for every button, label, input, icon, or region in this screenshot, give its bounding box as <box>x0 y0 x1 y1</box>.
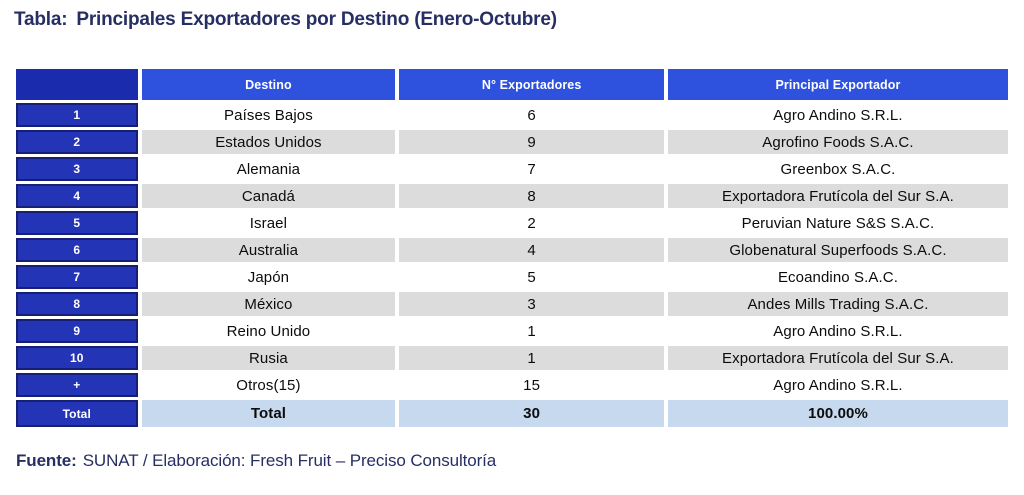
exportadores-cell: 5 <box>399 265 664 289</box>
principal-cell: Peruvian Nature S&S S.A.C. <box>667 211 1008 235</box>
exportadores-cell: 15 <box>399 373 664 397</box>
table-row: 1 Países Bajos 6 Agro Andino S.R.L. <box>16 103 1008 127</box>
destino-cell: México <box>141 292 396 316</box>
rank-cell: 3 <box>16 157 138 181</box>
table-row: 5 Israel 2 Peruvian Nature S&S S.A.C. <box>16 211 1008 235</box>
header-cell-exportadores: N° Exportadores <box>399 69 664 100</box>
destino-cell: Rusia <box>141 346 396 370</box>
table-row: 3 Alemania 7 Greenbox S.A.C. <box>16 157 1008 181</box>
page: Tabla: Principales Exportadores por Desti… <box>12 8 1012 471</box>
principal-cell: Exportadora Frutícola del Sur S.A. <box>667 346 1008 370</box>
rank-cell: 1 <box>16 103 138 127</box>
exportadores-cell: 3 <box>399 292 664 316</box>
exportadores-cell: 4 <box>399 238 664 262</box>
total-row: Total Total 30 100.00% <box>16 400 1008 427</box>
principal-cell: Ecoandino S.A.C. <box>667 265 1008 289</box>
principal-cell: Globenatural Superfoods S.A.C. <box>667 238 1008 262</box>
rank-cell: + <box>16 373 138 397</box>
source-text: SUNAT / Elaboración: Fresh Fruit – Preci… <box>82 451 497 470</box>
destino-cell: Canadá <box>141 184 396 208</box>
destino-cell: Estados Unidos <box>141 130 396 154</box>
title-prefix: Tabla: <box>14 9 68 30</box>
table-row: 2 Estados Unidos 9 Agrofino Foods S.A.C. <box>16 130 1008 154</box>
table-row: 4 Canadá 8 Exportadora Frutícola del Sur S.… <box>16 184 1008 208</box>
header-cell-rank <box>16 69 138 100</box>
total-rank-cell: Total <box>16 400 138 427</box>
principal-cell: Greenbox S.A.C. <box>667 157 1008 181</box>
principal-cell: Agrofino Foods S.A.C. <box>667 130 1008 154</box>
rank-cell: 2 <box>16 130 138 154</box>
exportadores-cell: 2 <box>399 211 664 235</box>
exportadores-cell: 7 <box>399 157 664 181</box>
exportadores-cell: 8 <box>399 184 664 208</box>
source-line: Fuente: SUNAT / Elaboración: Fresh Fruit … <box>16 451 1012 471</box>
table-row: 10 Rusia 1 Exportadora Frutícola del Sur S.… <box>16 346 1008 370</box>
principal-cell: Exportadora Frutícola del Sur S.A. <box>667 184 1008 208</box>
table-row: 7 Japón 5 Ecoandino S.A.C. <box>16 265 1008 289</box>
rank-cell: 6 <box>16 238 138 262</box>
table-row: 6 Australia 4 Globenatural Superfoods S.A.C… <box>16 238 1008 262</box>
header-row: Destino N° Exportadores Principal Export… <box>16 69 1008 100</box>
rank-cell: 5 <box>16 211 138 235</box>
rank-cell: 7 <box>16 265 138 289</box>
page-title: Tabla: Principales Exportadores por Desti… <box>14 8 1012 32</box>
principal-cell: Agro Andino S.R.L. <box>667 103 1008 127</box>
destino-cell: Australia <box>141 238 396 262</box>
table-body: 1 Países Bajos 6 Agro Andino S.R.L. 2 Estados… <box>16 103 1008 397</box>
principal-cell: Agro Andino S.R.L. <box>667 319 1008 343</box>
exporters-table: Destino N° Exportadores Principal Export… <box>12 66 1012 430</box>
header-cell-principal: Principal Exportador <box>667 69 1008 100</box>
destino-cell: Países Bajos <box>141 103 396 127</box>
table-footer: Total Total 30 100.00% <box>16 400 1008 427</box>
destino-cell: Alemania <box>141 157 396 181</box>
table-row: 8 México 3 Andes Mills Trading S.A.C. <box>16 292 1008 316</box>
header-cell-destino: Destino <box>141 69 396 100</box>
destino-cell: Otros(15) <box>141 373 396 397</box>
total-exportadores-cell: 30 <box>399 400 664 427</box>
total-destino-cell: Total <box>141 400 396 427</box>
exportadores-cell: 1 <box>399 346 664 370</box>
table-row: 9 Reino Unido 1 Agro Andino S.R.L. <box>16 319 1008 343</box>
rank-cell: 9 <box>16 319 138 343</box>
exportadores-cell: 1 <box>399 319 664 343</box>
principal-cell: Andes Mills Trading S.A.C. <box>667 292 1008 316</box>
destino-cell: Reino Unido <box>141 319 396 343</box>
rank-cell: 8 <box>16 292 138 316</box>
total-principal-cell: 100.00% <box>667 400 1008 427</box>
title-text: Principales Exportadores por Destino (En… <box>76 9 557 30</box>
exportadores-cell: 6 <box>399 103 664 127</box>
exportadores-cell: 9 <box>399 130 664 154</box>
table-row: + Otros(15) 15 Agro Andino S.R.L. <box>16 373 1008 397</box>
source-label: Fuente: <box>16 451 77 470</box>
table-header: Destino N° Exportadores Principal Export… <box>16 69 1008 100</box>
rank-cell: 4 <box>16 184 138 208</box>
destino-cell: Israel <box>141 211 396 235</box>
rank-cell: 10 <box>16 346 138 370</box>
destino-cell: Japón <box>141 265 396 289</box>
principal-cell: Agro Andino S.R.L. <box>667 373 1008 397</box>
